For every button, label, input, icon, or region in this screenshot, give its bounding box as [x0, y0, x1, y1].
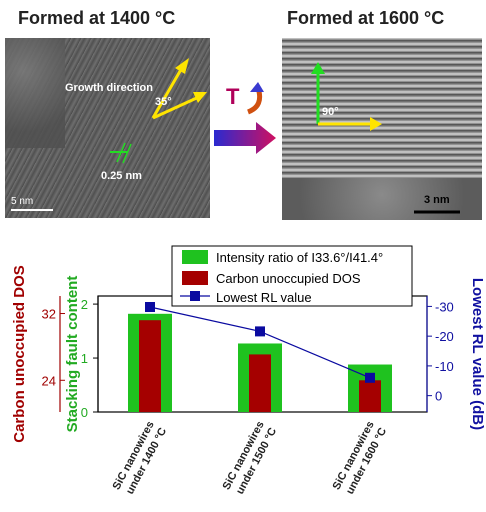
rl-point	[365, 372, 375, 383]
left-scale-bar-label: 5 nm	[11, 196, 34, 207]
stacking-fault-tick-label: 0	[81, 405, 88, 420]
right-angle-label: 90°	[322, 106, 339, 118]
lattice-spacing-label: 0.25 nm	[101, 170, 142, 182]
stacking-fault-axis-label: Stacking fault content	[64, 276, 81, 433]
right-overlay	[311, 62, 460, 214]
carbon-dos-bar	[249, 354, 271, 412]
amorphous-region	[5, 38, 65, 148]
legend-box	[171, 245, 413, 307]
rl-tick-label: 0	[435, 389, 442, 404]
rising-temperature-icon	[246, 82, 264, 115]
rl-tick-label: -10	[435, 359, 454, 374]
growth-direction-label: Growth direction	[65, 82, 153, 94]
right-arrow-icon	[214, 122, 276, 154]
carbon-dos-bar	[139, 320, 161, 412]
right-micrograph: 90° 3 nm	[282, 38, 482, 220]
legend-swatch-rl-marker	[190, 291, 200, 301]
temperature-label: T	[226, 84, 240, 109]
legend-label-rl: Lowest RL value	[216, 290, 312, 305]
rl-tick-label: -30	[435, 299, 454, 314]
legend-swatch-dos	[182, 271, 208, 285]
legend-label-intensity: Intensity ratio of I33.6°/I41.4°	[216, 250, 383, 265]
legend-swatch-intensity	[182, 250, 208, 264]
carbon-dos-tick-label: 24	[42, 373, 56, 388]
right-scale-bar-label: 3 nm	[424, 194, 450, 206]
right-panel-title: Formed at 1600 °C	[287, 8, 445, 28]
rl-tick-label: -20	[435, 329, 454, 344]
carbon-dos-tick-label: 32	[42, 307, 56, 322]
stacking-fault-tick-label: 2	[81, 297, 88, 312]
rl-axis-label: Lowest RL value (dB)	[469, 278, 486, 430]
stacking-fault-tick-label: 1	[81, 351, 88, 366]
legend-label-dos: Carbon unoccupied DOS	[216, 271, 361, 286]
carbon-dos-axis-label: Carbon unoccupied DOS	[11, 265, 28, 443]
left-overlay	[11, 58, 207, 211]
carbon-dos-bar	[359, 380, 381, 412]
left-angle-label: 35°	[155, 96, 172, 108]
left-panel-title: Formed at 1400 °C	[18, 8, 176, 28]
temperature-arrow: T	[214, 82, 278, 164]
rl-point	[255, 326, 265, 337]
rl-point	[145, 302, 155, 313]
left-micrograph: Growth direction 35° 0.25 nm 5 nm	[5, 38, 210, 218]
